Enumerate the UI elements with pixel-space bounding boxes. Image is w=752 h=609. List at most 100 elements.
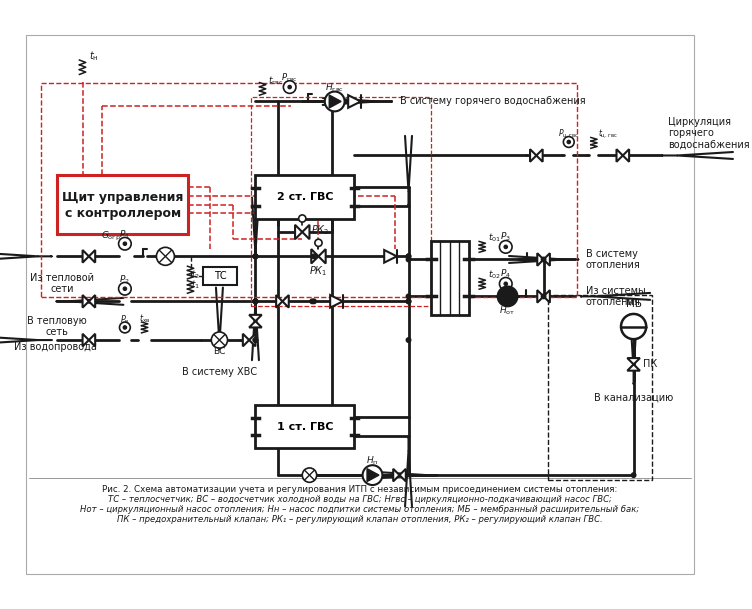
Circle shape (253, 299, 258, 304)
Polygon shape (399, 469, 406, 482)
Text: $t_{\rm н}$: $t_{\rm н}$ (89, 49, 99, 63)
Text: ВС: ВС (214, 347, 226, 356)
Text: $t_1$: $t_1$ (190, 279, 199, 291)
Text: $t_{\rm ц.гвс}$: $t_{\rm ц.гвс}$ (599, 128, 618, 140)
Polygon shape (627, 358, 640, 364)
Text: Hот – циркуляционный насос отопления; Hн – насос подпитки системы отопления; МБ : Hот – циркуляционный насос отопления; Hн… (80, 505, 639, 514)
Circle shape (541, 257, 546, 262)
Circle shape (119, 283, 131, 295)
Text: 2 ст. ГВС: 2 ст. ГВС (277, 192, 333, 202)
Text: $t_{01}$: $t_{01}$ (488, 231, 501, 244)
Text: $P_2$: $P_2$ (120, 273, 130, 286)
Circle shape (284, 81, 296, 93)
Bar (256, 175, 354, 219)
Circle shape (299, 215, 306, 222)
Circle shape (211, 332, 228, 348)
Polygon shape (330, 295, 343, 308)
Polygon shape (249, 315, 262, 321)
Circle shape (406, 254, 411, 259)
Circle shape (312, 254, 317, 259)
Polygon shape (89, 295, 96, 308)
Circle shape (406, 294, 411, 298)
Polygon shape (617, 149, 623, 162)
Polygon shape (384, 250, 397, 262)
Polygon shape (367, 469, 379, 482)
Polygon shape (83, 334, 89, 347)
Text: $H_{\rm от}$: $H_{\rm от}$ (499, 304, 516, 317)
Circle shape (253, 254, 258, 259)
Text: $P_3$: $P_3$ (500, 231, 511, 243)
Polygon shape (311, 249, 319, 264)
Text: $P_{\rm гвс}$: $P_{\rm гвс}$ (281, 72, 298, 84)
Polygon shape (83, 295, 89, 308)
Polygon shape (544, 290, 550, 303)
Circle shape (253, 299, 258, 304)
Circle shape (632, 473, 636, 477)
Circle shape (563, 136, 575, 147)
Circle shape (499, 278, 512, 290)
Polygon shape (537, 290, 544, 303)
Text: $t_{02}$: $t_{02}$ (488, 269, 501, 281)
Polygon shape (243, 334, 249, 347)
Circle shape (504, 245, 508, 248)
Text: Щит управления: Щит управления (62, 191, 183, 204)
Circle shape (621, 314, 646, 339)
Circle shape (567, 140, 571, 144)
Text: ТС: ТС (214, 271, 226, 281)
Circle shape (310, 299, 314, 304)
Polygon shape (249, 321, 262, 328)
Circle shape (541, 294, 546, 298)
Polygon shape (393, 469, 399, 482)
Circle shape (123, 242, 126, 245)
Circle shape (362, 465, 383, 485)
Circle shape (406, 338, 411, 342)
Text: с контроллером: с контроллером (65, 207, 180, 220)
Bar (203, 267, 238, 285)
Text: $t_{\rm гвс}$: $t_{\rm гвс}$ (268, 74, 284, 87)
Text: $H_{\rm п}$: $H_{\rm п}$ (366, 454, 379, 467)
Circle shape (302, 468, 317, 482)
Circle shape (315, 239, 322, 247)
Text: Из системы
отопления: Из системы отопления (586, 286, 646, 307)
Circle shape (253, 254, 258, 259)
Text: В систему горячего водоснабжения: В систему горячего водоснабжения (399, 96, 585, 107)
Polygon shape (276, 295, 283, 308)
Bar (431, 241, 468, 315)
Polygon shape (627, 364, 640, 371)
Text: $P_1$: $P_1$ (120, 228, 130, 241)
Circle shape (325, 91, 344, 111)
Text: $P_{\rm ц.гвс}$: $P_{\rm ц.гвс}$ (558, 128, 580, 140)
Bar (548, 295, 652, 480)
Bar (256, 405, 354, 448)
Polygon shape (302, 225, 310, 239)
Text: $P_4$: $P_4$ (500, 267, 511, 280)
Text: В канализацию: В канализацию (594, 392, 673, 403)
Polygon shape (329, 95, 341, 108)
Circle shape (406, 299, 411, 304)
Text: $РК_2$: $РК_2$ (311, 224, 329, 237)
Polygon shape (283, 295, 289, 308)
Circle shape (119, 238, 131, 250)
Polygon shape (295, 225, 302, 239)
Circle shape (123, 326, 126, 329)
Text: $G_{\rm огр}$: $G_{\rm огр}$ (102, 230, 121, 243)
Circle shape (120, 322, 130, 333)
Circle shape (123, 287, 126, 290)
Text: Рис. 2. Схема автоматизации учета и регулирования ИТП с независимым присоединени: Рис. 2. Схема автоматизации учета и регу… (102, 485, 617, 494)
Text: $P_{\rm в}$: $P_{\rm в}$ (120, 313, 130, 326)
Circle shape (253, 338, 258, 342)
Circle shape (288, 85, 291, 89)
Polygon shape (530, 149, 536, 162)
Text: В систему
отопления: В систему отопления (586, 248, 641, 270)
Circle shape (253, 254, 258, 259)
Polygon shape (319, 249, 326, 264)
Circle shape (312, 299, 317, 304)
Polygon shape (83, 250, 89, 262)
Polygon shape (89, 250, 96, 262)
Circle shape (253, 338, 258, 342)
Circle shape (253, 299, 258, 304)
Text: $H_{\rm гвс}$: $H_{\rm гвс}$ (325, 82, 344, 94)
Polygon shape (544, 253, 550, 266)
Text: В систему ХВС: В систему ХВС (182, 367, 257, 377)
Text: ПК: ПК (643, 359, 656, 370)
